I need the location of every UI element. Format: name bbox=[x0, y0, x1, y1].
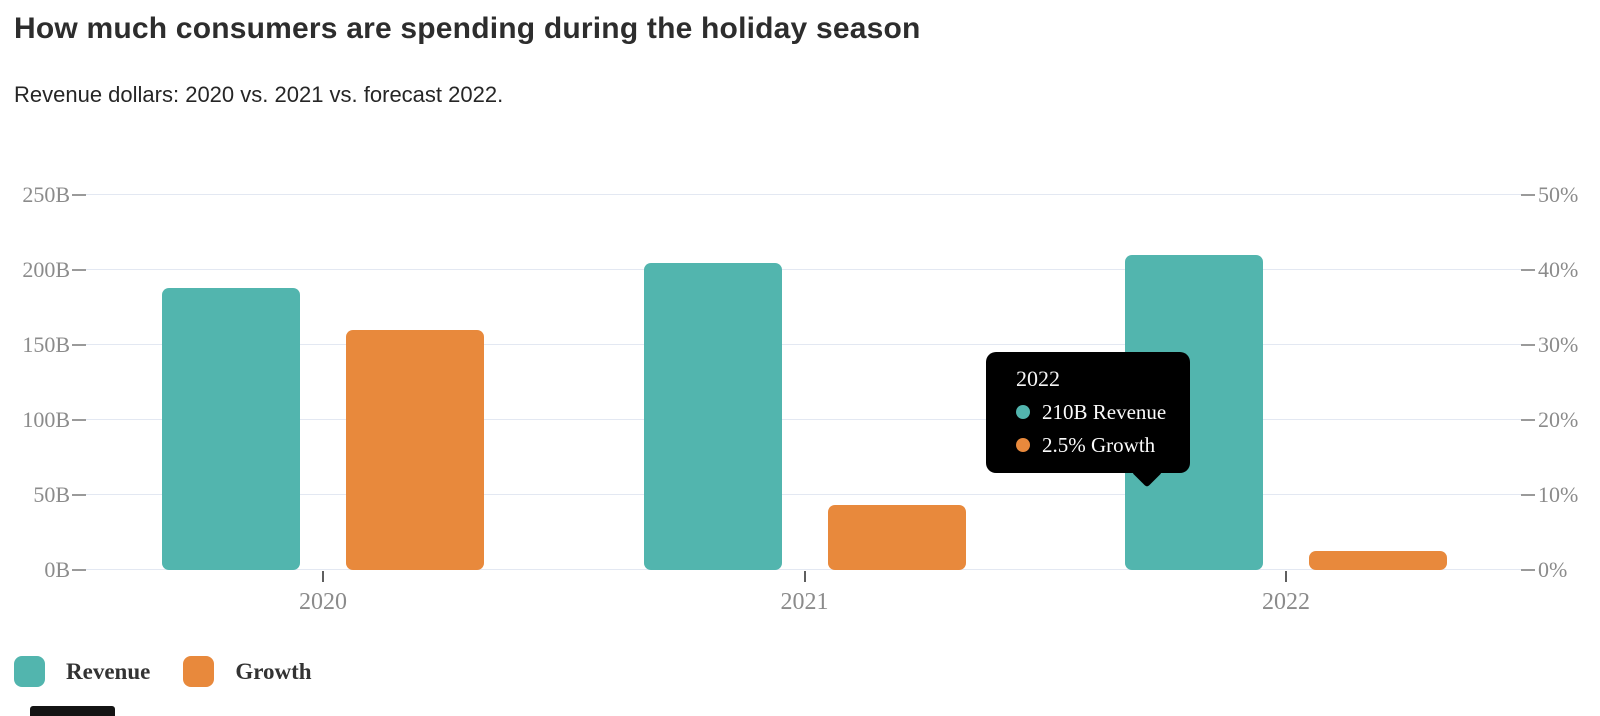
revenue-dot-icon bbox=[1016, 405, 1030, 419]
growth-dot-icon bbox=[1016, 438, 1030, 452]
gridline-0B bbox=[86, 568, 1521, 571]
left-axis-label: 150B bbox=[22, 331, 70, 357]
x-axis-label-2021: 2021 bbox=[780, 589, 829, 615]
chart-legend: Revenue Growth bbox=[14, 656, 312, 687]
left-axis-tick bbox=[72, 268, 86, 271]
revenue-swatch-icon bbox=[14, 656, 45, 687]
x-axis-tick-2021 bbox=[803, 570, 806, 582]
left-axis-tick bbox=[72, 568, 86, 571]
gridline-50B bbox=[86, 493, 1521, 496]
right-axis-tick bbox=[1521, 268, 1535, 271]
page-title: How much consumers are spending during t… bbox=[14, 12, 921, 45]
right-axis-tick bbox=[1521, 493, 1535, 496]
gridline-150B bbox=[86, 343, 1521, 346]
right-axis-label: 40% bbox=[1538, 256, 1579, 282]
left-axis-label: 100B bbox=[22, 406, 70, 432]
left-axis-label: 250B bbox=[22, 181, 70, 207]
chart-tooltip: 2022 210B Revenue 2.5% Growth bbox=[986, 352, 1190, 488]
legend-growth-label: Growth bbox=[235, 658, 312, 684]
left-axis-tick bbox=[72, 193, 86, 196]
legend-item-growth[interactable]: Growth bbox=[183, 656, 312, 687]
right-axis-tick bbox=[1521, 343, 1535, 346]
x-axis-label-2022: 2022 bbox=[1262, 589, 1310, 615]
right-axis-label: 10% bbox=[1538, 481, 1579, 507]
tooltip-revenue-label: 210B Revenue bbox=[1042, 400, 1167, 424]
right-axis-label: 30% bbox=[1538, 331, 1579, 357]
bar-growth-2022[interactable] bbox=[1309, 550, 1447, 570]
bar-revenue-2020[interactable] bbox=[162, 287, 300, 570]
tooltip-item-revenue: 210B Revenue bbox=[1016, 400, 1172, 424]
left-axis-label: 0B bbox=[44, 556, 70, 582]
right-axis-label: 20% bbox=[1538, 406, 1579, 432]
growth-swatch-icon bbox=[183, 656, 215, 687]
bar-growth-2020[interactable] bbox=[346, 329, 484, 570]
page-subtitle: Revenue dollars: 2020 vs. 2021 vs. forec… bbox=[14, 82, 504, 107]
bar-growth-2021[interactable] bbox=[827, 505, 966, 570]
x-axis-label-2020: 2020 bbox=[299, 589, 347, 615]
gridline-250B bbox=[86, 193, 1521, 196]
tooltip-title: 2022 bbox=[1016, 366, 1060, 391]
tooltip-growth-label: 2.5% Growth bbox=[1042, 433, 1156, 457]
bar-revenue-2021[interactable] bbox=[643, 262, 782, 570]
left-axis-label: 200B bbox=[22, 256, 70, 282]
right-axis-label: 50% bbox=[1538, 181, 1579, 207]
right-axis-tick bbox=[1521, 193, 1535, 196]
gridline-100B bbox=[86, 418, 1521, 421]
left-axis-tick bbox=[72, 343, 86, 346]
x-axis-tick-2022 bbox=[1285, 570, 1287, 582]
left-axis-label: 50B bbox=[33, 481, 70, 507]
legend-revenue-label: Revenue bbox=[66, 658, 151, 684]
legend-item-revenue[interactable]: Revenue bbox=[14, 656, 150, 687]
left-axis-tick bbox=[72, 418, 86, 421]
bottom-edge-artifact bbox=[30, 706, 115, 716]
gridline-200B bbox=[86, 268, 1521, 271]
right-axis-tick bbox=[1521, 568, 1535, 571]
x-axis-tick-2020 bbox=[322, 570, 324, 582]
left-axis-tick bbox=[72, 493, 86, 496]
right-axis-label: 0% bbox=[1538, 556, 1568, 582]
right-axis-tick bbox=[1521, 418, 1535, 421]
tooltip-item-growth: 2.5% Growth bbox=[1016, 433, 1172, 457]
